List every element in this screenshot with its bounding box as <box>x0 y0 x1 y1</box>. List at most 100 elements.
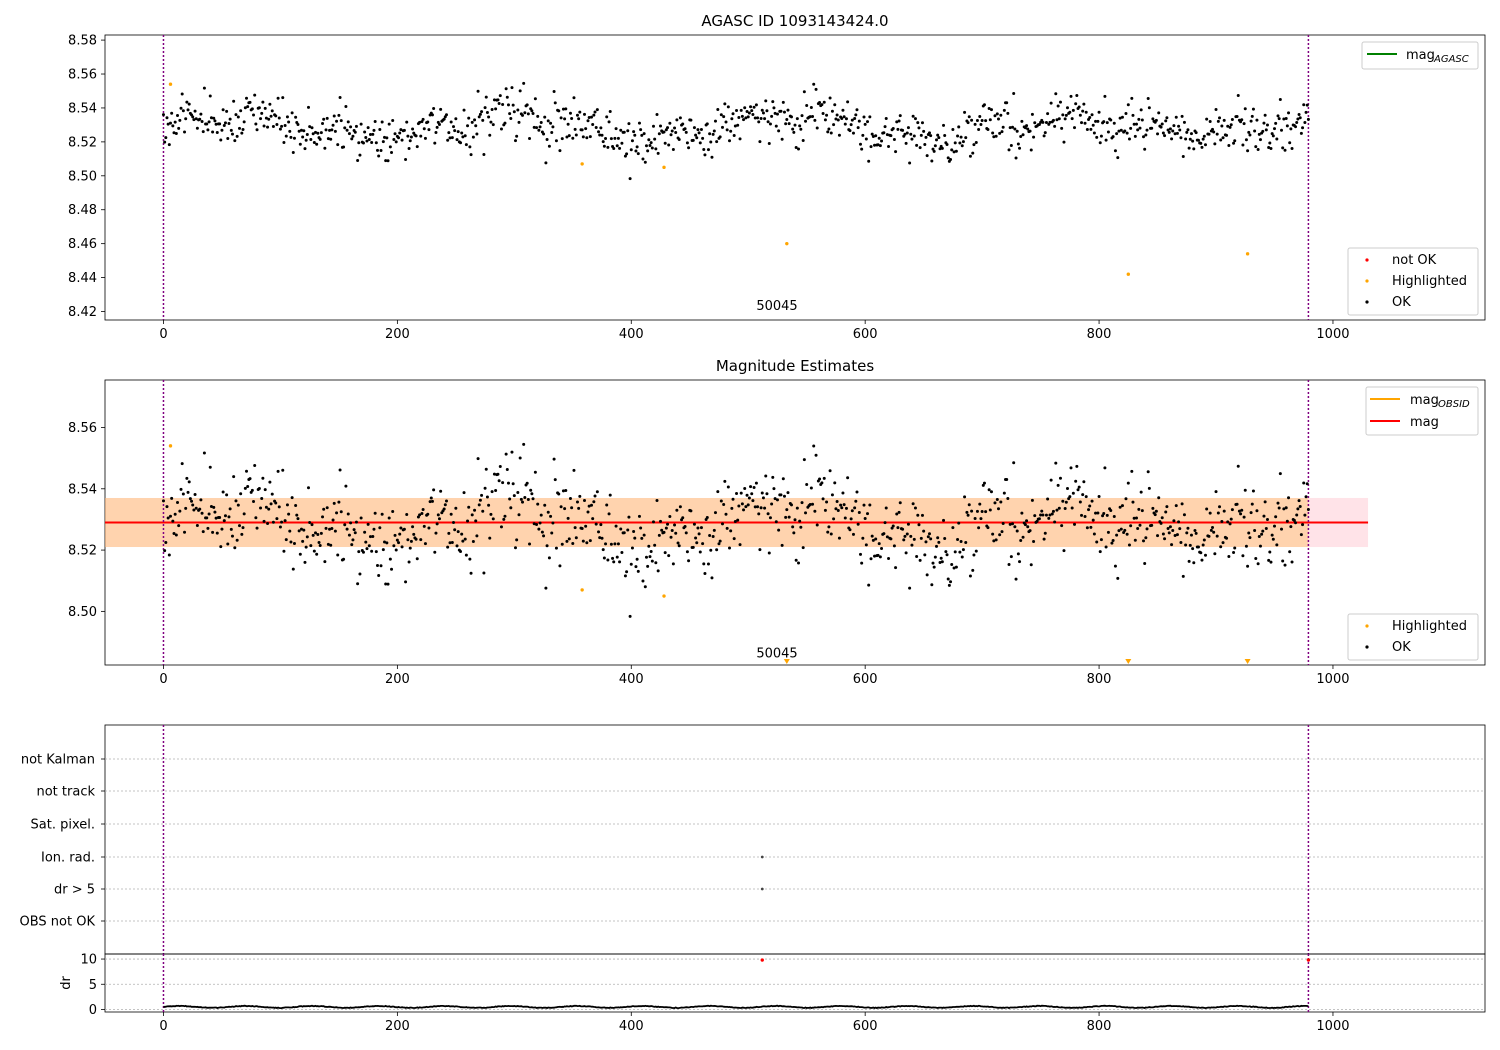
ok-point <box>499 525 503 529</box>
ok-point <box>724 512 728 516</box>
ok-point <box>805 482 809 486</box>
ok-point <box>1219 545 1223 549</box>
ok-point <box>730 117 734 121</box>
ok-point <box>945 553 949 557</box>
ok-point <box>225 493 229 497</box>
ok-point <box>666 126 670 130</box>
magnitude-ytick-label: 8.56 <box>68 421 97 436</box>
ok-point <box>849 123 853 127</box>
ok-point <box>773 497 777 501</box>
ok-point <box>477 503 481 507</box>
ok-point <box>429 496 433 500</box>
ok-point <box>765 109 769 113</box>
ok-point <box>1305 482 1309 486</box>
ok-point <box>228 507 232 511</box>
ok-point <box>471 135 475 139</box>
ok-point <box>1127 543 1131 547</box>
ok-point <box>917 523 921 527</box>
ok-point <box>699 526 703 530</box>
ok-point <box>504 87 508 91</box>
ok-point <box>291 567 295 571</box>
ok-point <box>1116 576 1120 580</box>
ok-point <box>184 506 188 510</box>
ok-point <box>246 484 250 488</box>
ok-point <box>585 541 589 545</box>
ok-point <box>773 111 777 115</box>
ok-point <box>874 537 878 541</box>
ok-point <box>554 139 558 143</box>
ok-point <box>177 126 181 130</box>
ok-point <box>1173 534 1177 538</box>
ok-point <box>988 118 992 122</box>
ok-point <box>276 469 280 473</box>
legend-mag-agasc-label: mag <box>1406 48 1435 63</box>
ok-point <box>194 506 198 510</box>
ok-point <box>1166 527 1170 531</box>
ok-point <box>598 536 602 540</box>
ok-point <box>1125 131 1129 135</box>
ok-point <box>422 127 426 131</box>
ok-point <box>408 139 412 143</box>
ok-point <box>248 477 252 481</box>
ok-point <box>853 116 857 120</box>
ok-point <box>1159 125 1163 129</box>
ok-point <box>684 531 688 535</box>
ok-point <box>877 542 881 546</box>
ok-point <box>170 111 174 115</box>
ok-point <box>346 120 350 124</box>
ok-point <box>979 517 983 521</box>
ok-point <box>179 487 183 491</box>
ok-point <box>1113 564 1117 568</box>
ok-point <box>192 508 196 512</box>
ok-point <box>936 536 940 540</box>
ok-point <box>623 574 627 578</box>
ok-point <box>1016 142 1020 146</box>
ok-point <box>496 472 500 476</box>
ok-point <box>166 516 170 520</box>
ok-point <box>578 110 582 114</box>
ok-point <box>553 101 557 105</box>
ok-point <box>1236 93 1240 97</box>
ok-point <box>1124 497 1128 501</box>
ok-point <box>920 121 924 125</box>
ok-point <box>506 481 510 485</box>
ok-point <box>1278 98 1282 102</box>
ok-point <box>613 136 617 140</box>
ok-point <box>378 526 382 530</box>
ok-point <box>1097 494 1101 498</box>
ok-point <box>1028 529 1032 533</box>
ok-point <box>861 536 865 540</box>
ok-point <box>1029 148 1033 152</box>
ok-point <box>895 512 899 516</box>
ok-point <box>781 100 785 104</box>
ok-point <box>1085 128 1089 132</box>
ok-point <box>537 128 541 132</box>
ok-point <box>813 509 817 513</box>
ok-point <box>642 533 646 537</box>
ok-point <box>911 502 915 506</box>
agasc-xtick-label: 800 <box>1087 327 1112 342</box>
ok-point <box>506 103 510 107</box>
ok-point <box>1096 511 1100 515</box>
ok-point <box>481 509 485 513</box>
ok-point <box>1015 129 1019 133</box>
ok-point <box>840 116 844 120</box>
ok-point <box>330 526 334 530</box>
ok-point <box>243 106 247 110</box>
ok-point <box>1258 544 1262 548</box>
ok-point <box>1055 118 1059 122</box>
ok-point <box>1080 513 1084 517</box>
ok-point <box>843 516 847 520</box>
ok-point <box>590 503 594 507</box>
ok-point <box>648 555 652 559</box>
ok-point <box>924 135 928 139</box>
ok-point <box>1255 118 1259 122</box>
ok-point <box>1163 537 1167 541</box>
ok-point <box>237 126 241 130</box>
ok-point <box>966 513 970 517</box>
ok-point <box>409 539 413 543</box>
ok-point <box>299 128 303 132</box>
magnitude-xtick-label: 200 <box>385 672 410 687</box>
ok-point <box>529 488 533 492</box>
ok-point <box>1228 125 1232 129</box>
